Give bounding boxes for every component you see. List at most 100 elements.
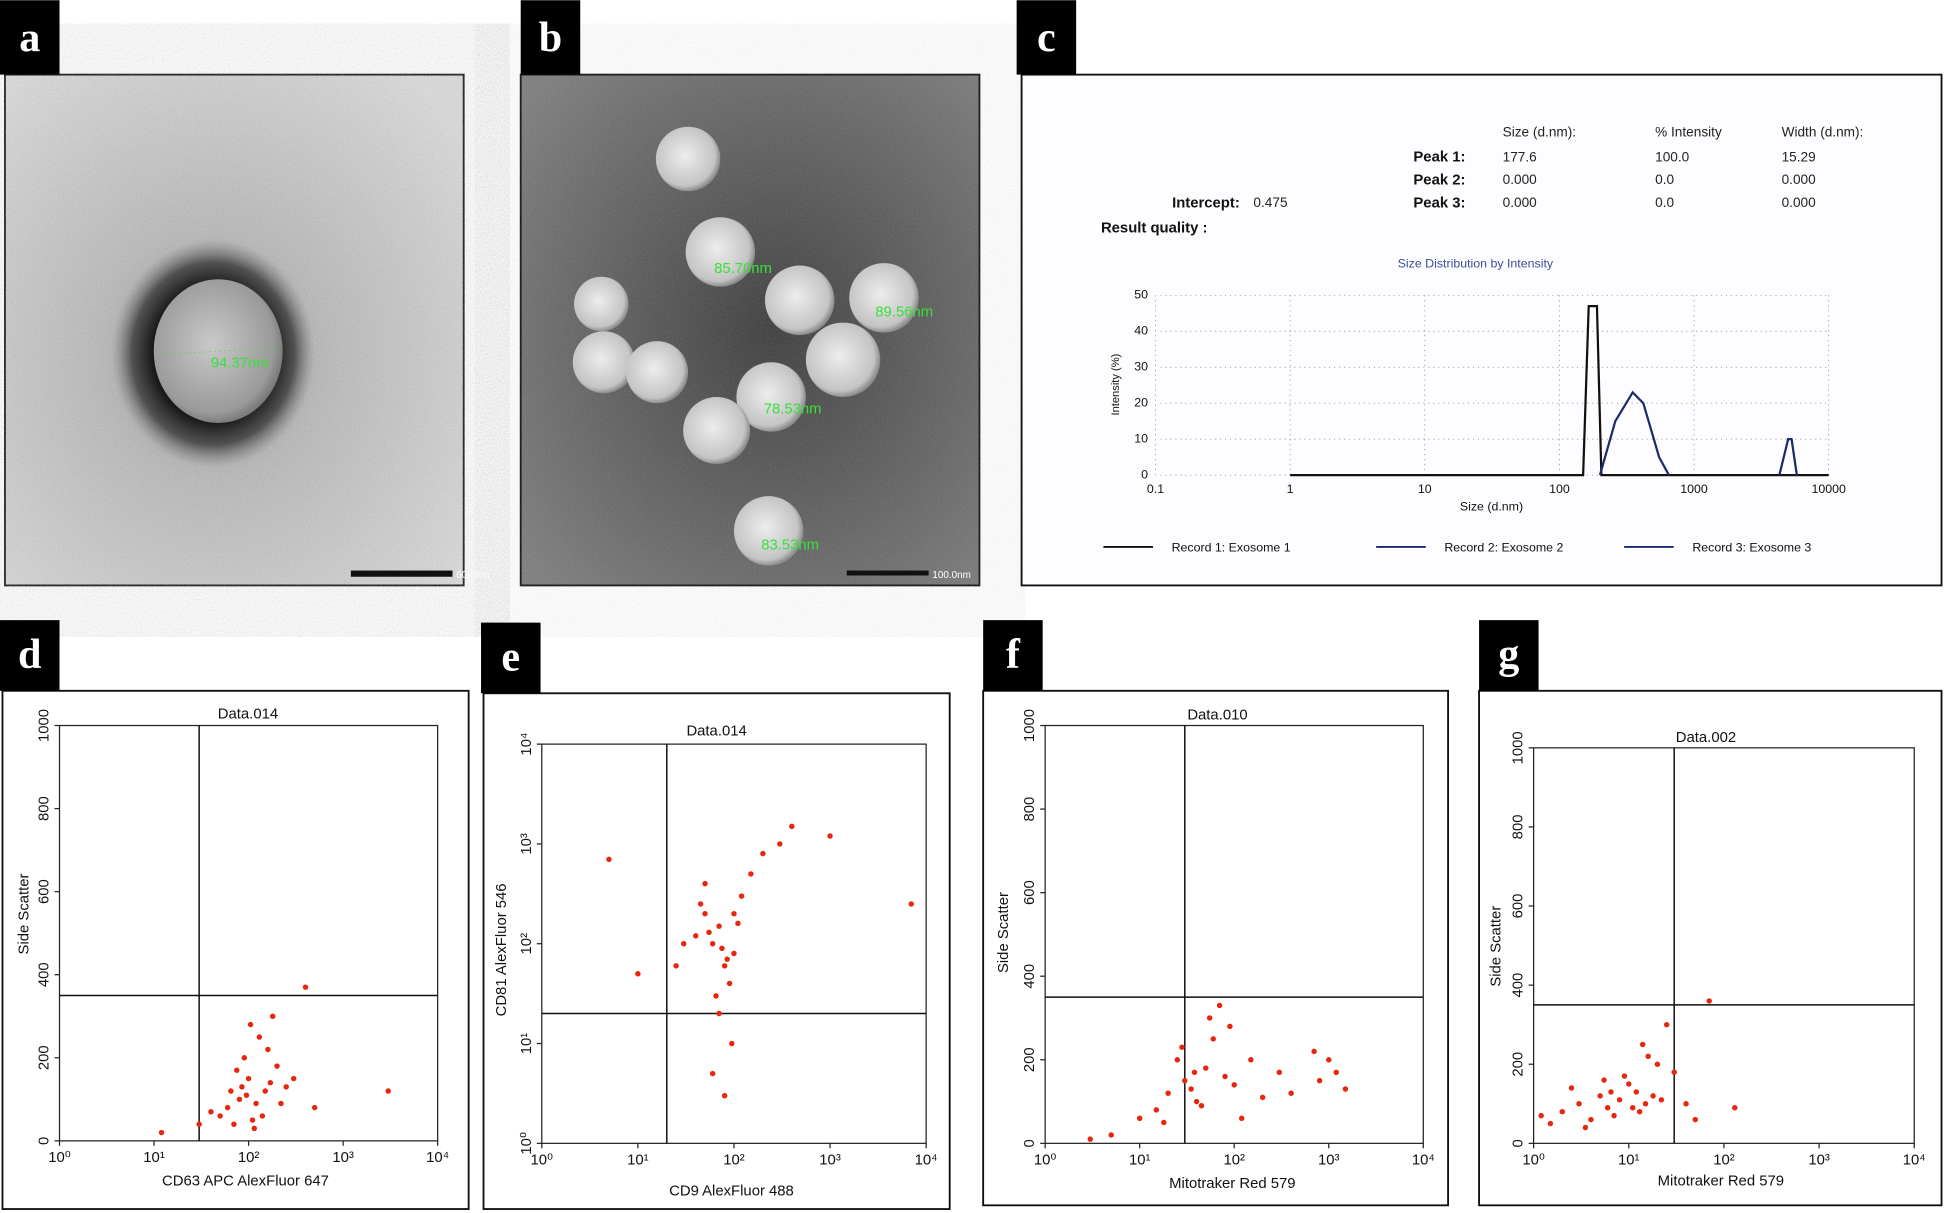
y-tick-label: 400 [1511, 973, 1527, 998]
point [1108, 1132, 1114, 1138]
y-tick-label: 200 [1022, 1047, 1038, 1072]
legend-label: Record 3: Exosome 3 [1692, 540, 1811, 554]
point [777, 841, 783, 847]
y-tick-label: 10⁰ [519, 1132, 535, 1155]
point [709, 1070, 716, 1077]
point [1645, 1053, 1651, 1060]
x-tick-label: 10² [723, 1153, 745, 1169]
y-tick-label: 200 [37, 1045, 53, 1070]
intercept-label: Intercept: [1172, 195, 1240, 211]
y-tick-label: 0 [1141, 467, 1148, 481]
point [269, 1013, 276, 1019]
table-cell: 177.6 [1503, 149, 1537, 164]
point [256, 1034, 263, 1040]
point [231, 1121, 237, 1127]
point [1193, 1098, 1200, 1105]
micrograph-a [4, 73, 465, 587]
point [239, 1084, 245, 1090]
x-tick-label: 10¹ [1618, 1153, 1640, 1169]
point [1288, 1090, 1294, 1096]
point [1316, 1077, 1323, 1084]
point [1692, 1116, 1699, 1123]
chart-title: Size Distribution by Intensity [1398, 257, 1554, 271]
measurement: 78.53nm [764, 401, 822, 417]
point [253, 1100, 259, 1107]
x-tick-label: 10⁴ [426, 1150, 449, 1166]
x-tick-label: 100 [1549, 482, 1570, 496]
point [158, 1129, 165, 1136]
plot-frame [541, 743, 927, 1144]
point [697, 901, 704, 907]
y-axis-label: Side Scatter [996, 892, 1012, 973]
table-cell: 0.000 [1503, 172, 1538, 187]
letter-box [0, 620, 60, 691]
y-tick-label: 600 [1022, 880, 1038, 905]
point [274, 1063, 280, 1069]
chart-title: Data.010 [1187, 708, 1247, 724]
y-tick-label: 600 [1511, 894, 1527, 919]
table-cell: 0.0 [1655, 195, 1674, 210]
table-cell: 15.29 [1782, 149, 1816, 164]
row-label: Peak 3: [1413, 195, 1465, 211]
point [1636, 1108, 1643, 1115]
letter-box [481, 622, 541, 694]
point [1174, 1057, 1181, 1063]
point [731, 950, 737, 957]
letter-box [0, 0, 60, 75]
point [1231, 1082, 1237, 1088]
point [1153, 1107, 1160, 1113]
point [1588, 1116, 1594, 1123]
legend-label: Record 1: Exosome 1 [1172, 540, 1291, 554]
line-series [1598, 390, 1670, 476]
x-tick-label: 10³ [1808, 1153, 1830, 1169]
point [738, 893, 745, 899]
y-tick-label: 200 [1511, 1052, 1527, 1077]
x-axis-label: Mitotraker Red 579 [1169, 1176, 1295, 1192]
y-tick-label: 10⁴ [519, 733, 535, 756]
point [259, 1113, 266, 1119]
point [311, 1104, 318, 1111]
y-tick-label: 1000 [37, 709, 53, 742]
legend-label: Record 2: Exosome 2 [1444, 540, 1563, 554]
y-tick-label: 600 [37, 879, 53, 904]
point [1683, 1101, 1689, 1107]
letter-box [1016, 0, 1077, 75]
point [724, 956, 730, 962]
point [726, 980, 733, 987]
chart-title: Data.014 [686, 724, 746, 740]
y-axis-label: Side Scatter [1488, 906, 1504, 987]
point [1642, 1101, 1649, 1107]
point [208, 1109, 214, 1115]
scale-bar-label: 60.0nm [456, 570, 489, 581]
point [217, 1113, 223, 1119]
point [680, 940, 687, 947]
point [1161, 1119, 1167, 1126]
point [1538, 1112, 1544, 1119]
point [196, 1121, 202, 1127]
point [1597, 1093, 1603, 1099]
x-tick-label: 10⁴ [915, 1153, 938, 1169]
x-axis-label: Mitotraker Red 579 [1658, 1174, 1784, 1190]
x-tick-label: 10¹ [1129, 1153, 1151, 1169]
point [302, 984, 309, 990]
x-tick-label: 10 [1418, 482, 1432, 496]
x-tick-label: 10⁰ [1034, 1153, 1057, 1169]
point [251, 1125, 258, 1132]
row-label: Peak 1: [1413, 150, 1465, 166]
y-tick-label: 10² [519, 933, 535, 955]
point [1611, 1112, 1617, 1119]
point [827, 833, 833, 839]
point [1342, 1086, 1349, 1092]
table-header: Size (d.nm): [1503, 124, 1576, 139]
point [719, 945, 725, 952]
x-axis-label: Size (d.nm) [1460, 500, 1523, 514]
point [789, 823, 795, 830]
point [1650, 1093, 1656, 1099]
point [1601, 1077, 1607, 1083]
point [1671, 1069, 1677, 1075]
x-tick-label: 10⁰ [531, 1153, 554, 1169]
point [1559, 1108, 1565, 1115]
point [760, 850, 766, 857]
point [1608, 1089, 1614, 1095]
